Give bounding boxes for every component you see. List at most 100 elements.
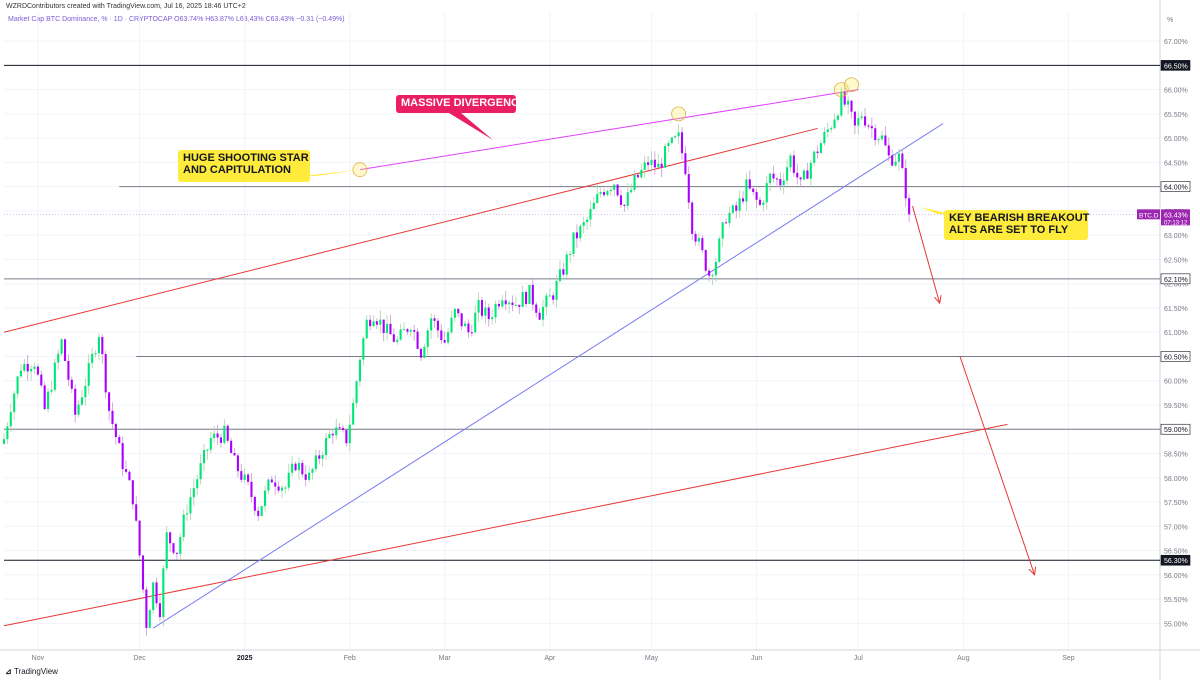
- candle-body: [219, 437, 223, 443]
- candle-body: [535, 304, 538, 313]
- candle-body: [280, 487, 284, 491]
- candle-body: [396, 339, 399, 342]
- candle-body: [850, 100, 853, 112]
- candle-body: [884, 135, 887, 146]
- candle-body: [680, 132, 684, 154]
- candle-body: [548, 295, 551, 297]
- candle-body: [619, 195, 623, 205]
- level-price-tag-label: 56.30%: [1164, 558, 1188, 565]
- candle-body: [623, 204, 626, 206]
- candle-body: [301, 463, 304, 475]
- candle-body: [328, 433, 331, 439]
- candle-body: [369, 319, 372, 327]
- candle-body: [586, 219, 589, 223]
- candle-body: [528, 284, 531, 305]
- candle-body: [386, 323, 389, 334]
- candle-body: [457, 308, 460, 314]
- candle-body: [545, 295, 548, 307]
- candle-body: [806, 170, 809, 179]
- candle-body: [497, 303, 500, 307]
- candle-body: [874, 128, 877, 141]
- time-tick-label: Aug: [957, 655, 970, 662]
- candle-body: [165, 532, 168, 569]
- candle-body: [362, 338, 365, 360]
- candle-body: [226, 425, 229, 441]
- candle-body: [643, 162, 646, 170]
- highlight-circle: [844, 77, 859, 93]
- candle-body: [162, 568, 165, 618]
- candle-body: [796, 172, 799, 178]
- candle-body: [6, 426, 9, 440]
- candle-body: [158, 603, 161, 618]
- candle-body: [789, 155, 792, 168]
- candle-body: [192, 488, 195, 498]
- candle-body: [667, 142, 670, 147]
- support-trendline: [152, 123, 944, 629]
- candle-body: [148, 610, 151, 628]
- candle-body: [575, 232, 578, 239]
- candle-body: [735, 205, 738, 211]
- candle-body: [213, 433, 216, 439]
- candle-body: [504, 300, 507, 305]
- candle-body: [711, 275, 714, 277]
- candle-body: [257, 510, 260, 516]
- candle-body: [809, 162, 812, 179]
- candle-body: [60, 339, 63, 354]
- price-tick-label: 59.50%: [1164, 403, 1188, 410]
- level-price-tag: [1160, 423, 1191, 435]
- candle-body: [74, 388, 77, 415]
- candle-body: [2, 439, 6, 444]
- candle-body: [775, 178, 778, 180]
- candle-body: [314, 455, 317, 470]
- candle-body: [630, 189, 633, 193]
- symbol-tag: [1137, 209, 1160, 220]
- brand-label: TradingView: [13, 667, 58, 676]
- candle-body: [196, 479, 199, 489]
- symbol-tag-label: BTC.D: [1139, 212, 1159, 219]
- candle-body: [572, 232, 575, 254]
- annotation-box: [396, 95, 516, 113]
- candle-body: [108, 392, 111, 411]
- candle-body: [138, 520, 141, 556]
- price-tick-label: 65.50%: [1164, 112, 1188, 119]
- level-price-tag-label: 64.00%: [1164, 185, 1188, 192]
- candle-body: [701, 238, 704, 251]
- candle-body: [50, 389, 53, 392]
- candle-body: [514, 304, 517, 306]
- candle-body: [399, 329, 402, 340]
- candle-body: [9, 412, 12, 427]
- candle-body: [521, 291, 524, 307]
- candle-body: [826, 129, 829, 132]
- tradingview-icon: ⊿: [5, 667, 14, 676]
- candle-body: [708, 270, 711, 276]
- candle-body: [565, 254, 568, 275]
- candle-body: [779, 179, 782, 186]
- candle-body: [602, 192, 606, 196]
- candle-body: [786, 167, 789, 181]
- candle-body: [253, 496, 256, 511]
- candle-body: [287, 472, 290, 488]
- candle-body: [189, 497, 192, 514]
- candle-body: [501, 300, 504, 307]
- price-tick-label: 64.50%: [1164, 160, 1188, 167]
- candle-body: [80, 397, 84, 405]
- time-tick-label: Dec: [133, 655, 146, 662]
- candle-body: [430, 318, 433, 331]
- candle-body: [792, 155, 795, 173]
- candle-body: [453, 308, 456, 318]
- candle-body: [202, 450, 206, 464]
- candle-body: [141, 555, 145, 590]
- candle-body: [263, 490, 267, 507]
- candle-body: [847, 100, 850, 105]
- candle-body: [494, 303, 497, 318]
- candle-body: [836, 115, 839, 120]
- candle-body: [172, 543, 175, 553]
- annotation-pointer: [304, 169, 360, 176]
- candle-body: [491, 317, 494, 320]
- candle-body: [436, 320, 439, 331]
- candle-body: [382, 319, 385, 334]
- candle-body: [558, 269, 562, 281]
